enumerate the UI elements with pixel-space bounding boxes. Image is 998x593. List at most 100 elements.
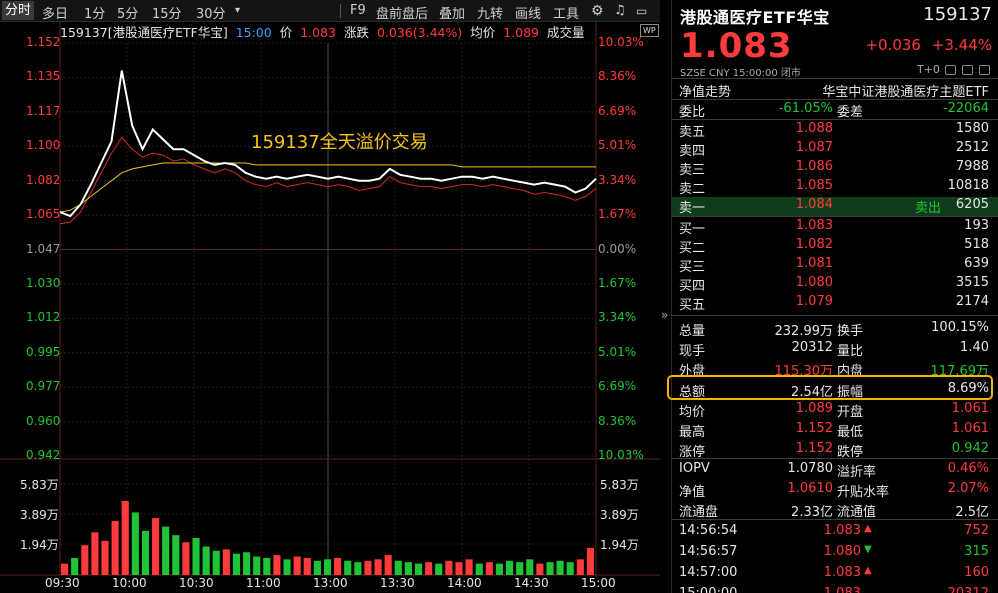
y-tick-label-right: 8.36% bbox=[598, 69, 637, 84]
volume-bar bbox=[313, 560, 321, 575]
volume-tick-label-right: 1.94万 bbox=[600, 538, 639, 552]
ask-price: 1.084 bbox=[795, 197, 833, 212]
volume-bar bbox=[354, 562, 362, 575]
tab-15min[interactable]: 15分 bbox=[152, 7, 182, 22]
weicha-label: 委差 bbox=[837, 105, 864, 120]
iopv-line bbox=[59, 136, 597, 225]
stat-row: 最高 1.152 最低 1.061 bbox=[672, 420, 998, 440]
price-change: +0.036 +3.44% bbox=[865, 36, 992, 54]
ask-price: 1.086 bbox=[795, 159, 833, 174]
bid-volume: 518 bbox=[964, 237, 989, 252]
chart-time: 15:00 bbox=[235, 25, 272, 40]
etf-row: 流通盘 2.33亿 流通值 2.5亿 bbox=[672, 500, 998, 520]
volume-bar bbox=[536, 563, 544, 575]
volume-bar bbox=[526, 559, 534, 575]
y-tick-label-right: 6.69% bbox=[598, 103, 637, 118]
f9-button[interactable]: F9 bbox=[350, 3, 366, 18]
stat-row: 均价 1.089 开盘 1.061 bbox=[672, 400, 998, 420]
etf-label: 溢折率 bbox=[837, 465, 877, 480]
alert-icon[interactable] bbox=[962, 65, 973, 75]
draw-line-button[interactable]: 画线 bbox=[515, 7, 542, 22]
volume-bar bbox=[435, 563, 443, 575]
y-tick-label: 1.065 bbox=[26, 207, 61, 222]
tick-row: 15:00:00 1.083 20312 bbox=[672, 585, 998, 593]
share-icon[interactable] bbox=[979, 65, 990, 75]
nine-turn-button[interactable]: 九转 bbox=[477, 7, 504, 22]
chart-info-bar: 159137[港股通医疗ETF华宝] 15:00 价 1.083 涨跌 0.03… bbox=[60, 22, 589, 40]
volume-bar bbox=[152, 518, 160, 575]
y-tick-label: 1.030 bbox=[26, 275, 61, 290]
wp-badge[interactable]: WP bbox=[640, 24, 659, 37]
change-value: 0.036(3.44%) bbox=[376, 25, 463, 40]
ask-row: 卖四 1.087 2512 bbox=[672, 139, 998, 159]
overlay-button[interactable]: 叠加 bbox=[439, 7, 466, 22]
y-tick-label: 0.942 bbox=[26, 448, 61, 462]
ask-label: 卖五 bbox=[679, 125, 706, 140]
volume-bar bbox=[566, 562, 574, 575]
tools-button[interactable]: 工具 bbox=[553, 7, 580, 22]
window-icon[interactable]: ▭ bbox=[636, 4, 648, 18]
volume-bar bbox=[546, 562, 554, 575]
volume-bar bbox=[131, 512, 139, 575]
tracked-index-name: 华宝中证港股通医疗主题ETF bbox=[822, 85, 989, 100]
ask-volume: 7988 bbox=[955, 159, 989, 174]
y-tick-label-right: 1.67% bbox=[598, 207, 637, 222]
volume-bar bbox=[121, 501, 129, 575]
bid-row: 买二 1.082 518 bbox=[672, 236, 998, 256]
y-tick-label: 1.117 bbox=[26, 103, 61, 118]
tab-multi-day[interactable]: 多日 bbox=[42, 7, 69, 22]
stat-value: 20312 bbox=[791, 340, 833, 356]
volume-bar bbox=[414, 563, 423, 575]
edit-icon[interactable] bbox=[945, 65, 956, 75]
y-tick-label: 1.152 bbox=[26, 35, 61, 49]
period-dropdown-icon[interactable]: ▾ bbox=[235, 5, 241, 16]
y-tick-label: 0.960 bbox=[26, 413, 61, 428]
volume-bar bbox=[111, 520, 119, 575]
y-tick-label-right: 0.00% bbox=[598, 241, 637, 256]
ask-label: 卖一 bbox=[679, 201, 706, 216]
nav-row[interactable]: 净值走势 华宝中证港股通医疗主题ETF bbox=[672, 80, 998, 100]
etf-label: 净值 bbox=[679, 485, 706, 500]
volume-bar bbox=[101, 540, 109, 575]
change-label: 涨跌 bbox=[343, 25, 369, 40]
divider bbox=[672, 99, 998, 100]
x-tick-label: 09:30 bbox=[45, 576, 80, 590]
arrow-up-icon: ▲ bbox=[864, 565, 872, 576]
chart-toolbar: 分时 多日 1分 5分 15分 30分 ▾ F9 盘前盘后 叠加 九转 画线 工… bbox=[0, 0, 660, 22]
ask-row: 卖一 1.084 6205 卖出 bbox=[672, 196, 998, 216]
stat-label: 最高 bbox=[679, 425, 706, 440]
etf-row: IOPV 1.0780 溢折率 0.46% bbox=[672, 460, 998, 480]
etf-value: 2.5亿 bbox=[955, 505, 989, 520]
volume-bar bbox=[243, 552, 251, 575]
volume-bar bbox=[323, 559, 332, 575]
tick-price: 1.083 bbox=[824, 586, 861, 593]
market-status: SZSE CNY 15:00:00 闭市 bbox=[680, 68, 801, 79]
tick-row: 14:57:00 1.083 ▲ 160 bbox=[672, 564, 998, 584]
bell-icon[interactable]: ♫ bbox=[614, 3, 626, 18]
ask-label: 卖四 bbox=[679, 144, 706, 159]
tick-price: 1.080 bbox=[823, 544, 861, 559]
stat-value: 1.061 bbox=[951, 421, 989, 436]
gear-icon[interactable]: ⚙ bbox=[591, 3, 604, 19]
volume-bar bbox=[212, 550, 220, 575]
stat-label: 最低 bbox=[837, 425, 864, 440]
security-name: 159137[港股通医疗ETF华宝] bbox=[60, 25, 228, 40]
stat-label: 现手 bbox=[679, 344, 706, 360]
x-tick-label: 13:00 bbox=[313, 576, 348, 590]
weibi-value: -61.05% bbox=[778, 101, 833, 116]
etf-label: 流通值 bbox=[837, 505, 877, 520]
volume-bar bbox=[91, 532, 99, 575]
divider bbox=[672, 458, 998, 459]
tab-1min[interactable]: 1分 bbox=[84, 7, 106, 22]
bid-label: 买一 bbox=[679, 222, 706, 237]
volume-bar bbox=[465, 559, 473, 575]
tab-5min[interactable]: 5分 bbox=[117, 7, 139, 22]
weicha-value: -22064 bbox=[942, 101, 989, 116]
divider bbox=[672, 78, 998, 79]
tab-30min[interactable]: 30分 bbox=[196, 7, 226, 22]
collapse-panel-icon[interactable]: » bbox=[661, 308, 669, 322]
tab-intraday[interactable]: 分时 bbox=[2, 1, 35, 20]
bid-label: 买五 bbox=[679, 298, 706, 313]
pre-post-market-button[interactable]: 盘前盘后 bbox=[376, 7, 429, 22]
intraday-chart[interactable] bbox=[0, 22, 660, 593]
